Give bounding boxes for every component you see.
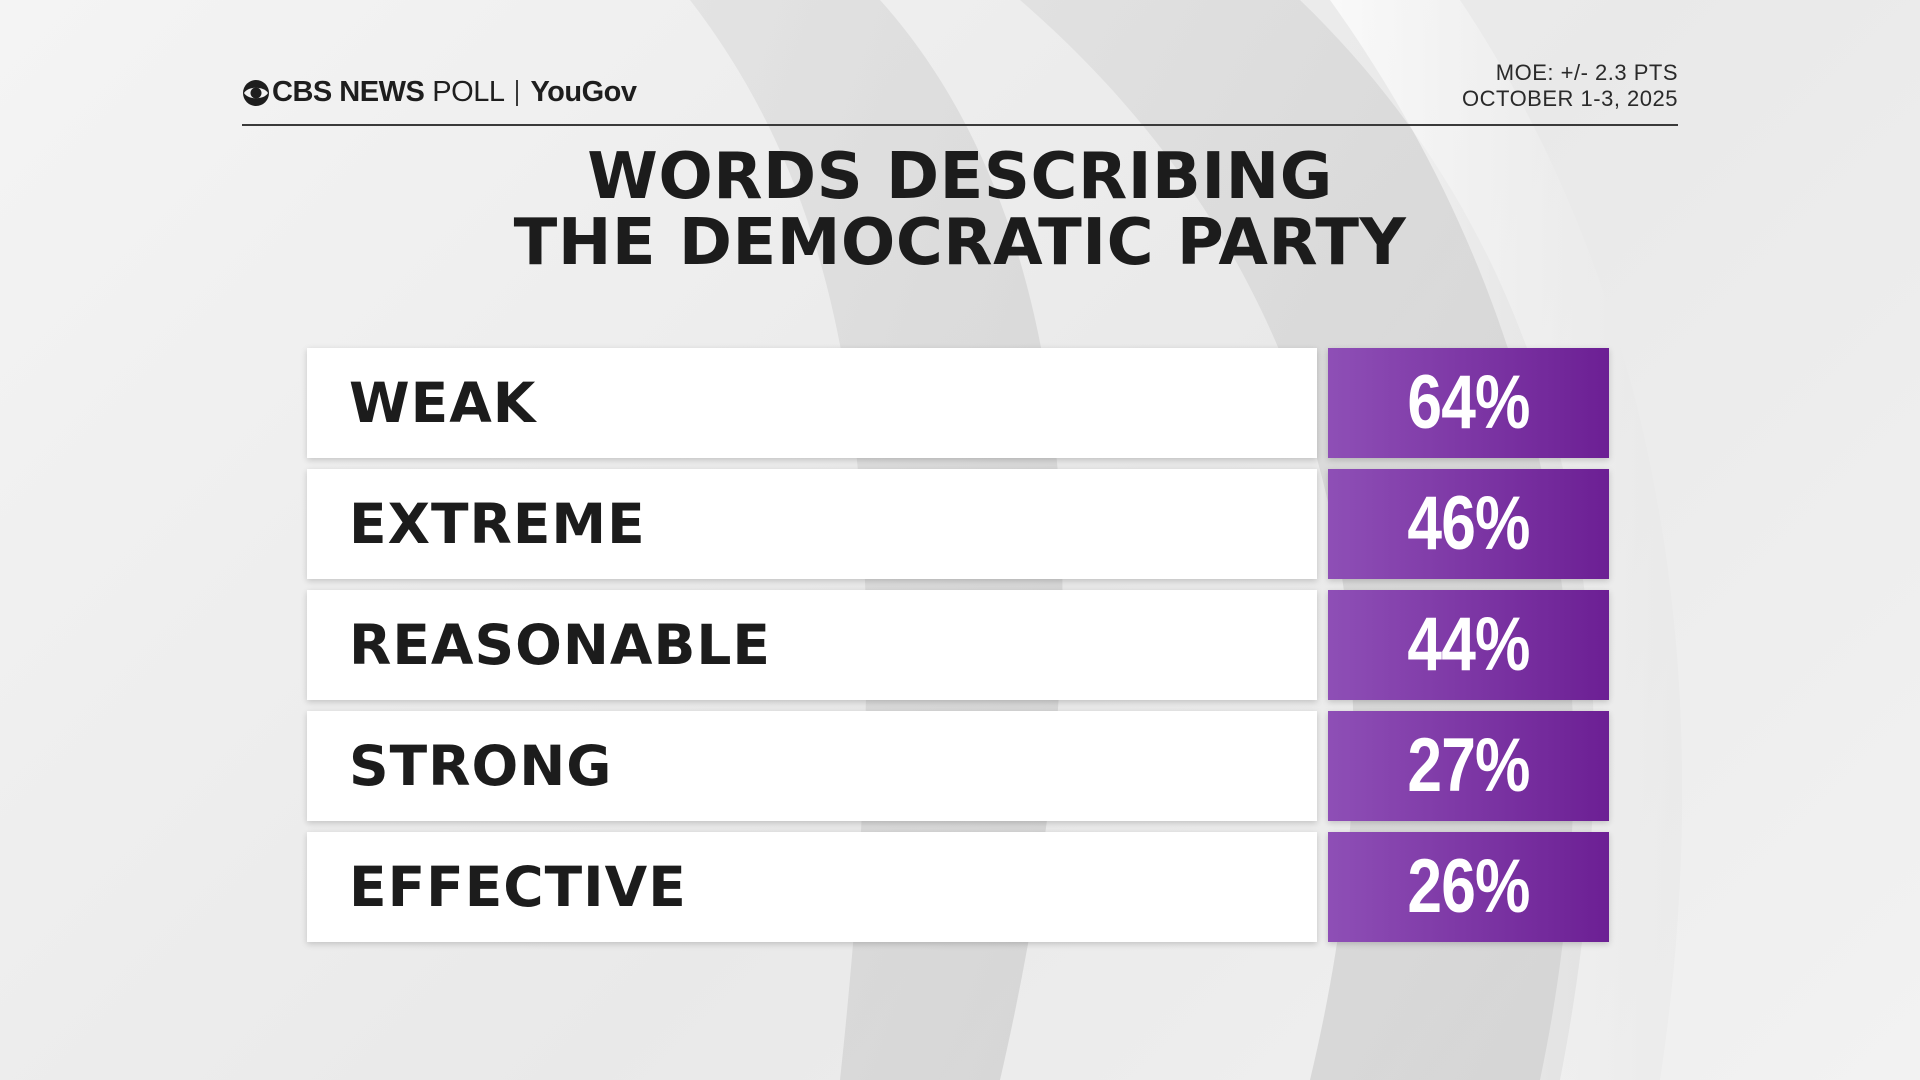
row-value: 27% [1407,723,1530,808]
row-label-box: EXTREME [307,469,1317,579]
row-label: EXTREME [349,492,646,556]
result-row: EXTREME 46% [307,469,1609,579]
cbs-eye-icon [243,79,269,106]
row-value-box: 46% [1328,469,1609,579]
brand-logo: CBS NEWS POLL YouGov [242,76,637,109]
row-value-box: 44% [1328,590,1609,700]
result-row: EFFECTIVE 26% [307,832,1609,942]
brand-divider [516,79,519,106]
poll-dates: OCTOBER 1-3, 2025 [1462,86,1678,111]
result-row: STRONG 27% [307,711,1609,821]
row-label: WEAK [349,371,537,435]
row-label: REASONABLE [349,613,771,677]
poll-meta: MOE: +/- 2.3 PTS OCTOBER 1-3, 2025 [1462,60,1678,112]
margin-of-error: MOE: +/- 2.3 PTS [1495,60,1678,85]
brand-partner: YouGov [530,76,637,108]
result-row: REASONABLE 44% [307,590,1609,700]
result-row: WEAK 64% [307,348,1609,458]
chart-title-line-2: THE DEMOCRATIC PARTY [513,206,1407,280]
brand-network: CBS NEWS [272,76,425,108]
row-value: 46% [1407,481,1530,566]
row-label-box: STRONG [307,711,1317,821]
row-value-box: 64% [1328,348,1609,458]
brand-poll: POLL [432,76,505,108]
row-label: STRONG [349,734,613,798]
poll-header: CBS NEWS POLL YouGov MOE: +/- 2.3 PTS OC… [242,60,1678,126]
row-value: 64% [1407,360,1530,445]
row-label-box: WEAK [307,348,1317,458]
row-label-box: EFFECTIVE [307,832,1317,942]
row-label-box: REASONABLE [307,590,1317,700]
chart-title: WORDS DESCRIBING THE DEMOCRATIC PARTY [242,144,1678,276]
row-value: 26% [1407,844,1530,929]
chart-title-line-1: WORDS DESCRIBING [587,140,1333,214]
row-value-box: 27% [1328,711,1609,821]
results-table: WEAK 64% EXTREME 46% REASONABLE 44% STRONG 27% E… [307,348,1609,953]
row-value-box: 26% [1328,832,1609,942]
row-label: EFFECTIVE [349,855,687,919]
row-value: 44% [1407,602,1530,687]
